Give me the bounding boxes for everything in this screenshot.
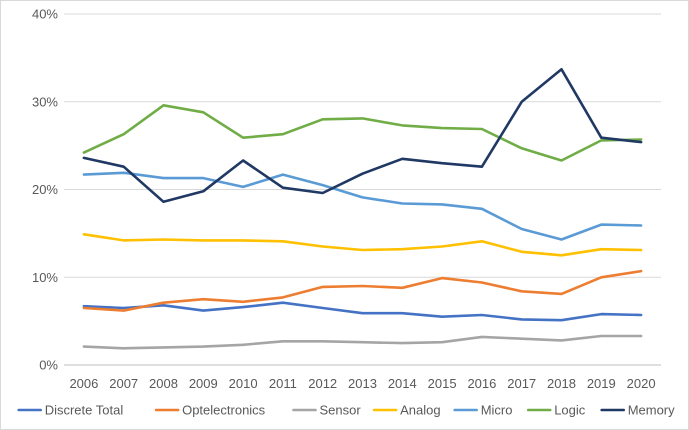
x-axis-ticks: 2006 2007 2008 2009 2010 2011 2012 2013 2014 2015… (69, 376, 655, 391)
x-tick-label: 2009 (189, 376, 218, 391)
x-tick-label: 2018 (547, 376, 576, 391)
legend-label: Sensor (320, 403, 362, 418)
legend-label: Logic (554, 403, 586, 418)
legend-item-discrete-total: Discrete Total (17, 403, 124, 418)
y-tick-label: 40% (32, 7, 58, 22)
legend: Discrete Total Optelectronics Sensor Analog… (17, 403, 675, 418)
series-line-micro (82, 171, 643, 241)
legend-label: Analog (400, 403, 440, 418)
x-tick-label: 2017 (507, 376, 536, 391)
legend-label: Optelectronics (182, 403, 266, 418)
x-tick-label: 2010 (229, 376, 258, 391)
x-tick-label: 2015 (428, 376, 457, 391)
legend-item-memory: Memory (600, 403, 675, 418)
legend-item-logic: Logic (526, 403, 586, 418)
y-tick-label: 20% (32, 182, 58, 197)
series-line-logic (82, 104, 643, 162)
x-tick-label: 2007 (109, 376, 138, 391)
legend-item-micro: Micro (453, 403, 513, 418)
series-lines (82, 68, 643, 350)
legend-label: Micro (481, 403, 513, 418)
series-line-analog (82, 233, 643, 257)
legend-item-analog: Analog (372, 403, 441, 418)
y-axis-ticks: 0% 10% 20% 30% 40% (32, 7, 58, 373)
legend-item-optelectronics: Optelectronics (154, 403, 266, 418)
series-line-optelectronics (82, 269, 643, 312)
legend-label: Memory (628, 403, 675, 418)
x-tick-label: 2011 (269, 376, 297, 391)
x-tick-label: 2006 (69, 376, 98, 391)
series-line-sensor (82, 334, 643, 350)
y-tick-label: 30% (32, 94, 58, 109)
gridlines (64, 13, 661, 366)
series-line-discrete-total (82, 301, 643, 322)
x-tick-label: 2014 (388, 376, 417, 391)
legend-label: Discrete Total (45, 403, 124, 418)
y-tick-label: 0% (39, 358, 58, 373)
x-tick-label: 2016 (467, 376, 496, 391)
series-line-memory (82, 68, 643, 204)
legend-item-sensor: Sensor (292, 403, 362, 418)
x-tick-label: 2013 (348, 376, 377, 391)
x-tick-label: 2019 (587, 376, 616, 391)
x-tick-label: 2020 (627, 376, 656, 391)
x-tick-label: 2012 (308, 376, 337, 391)
x-tick-label: 2008 (149, 376, 178, 391)
y-tick-label: 10% (32, 270, 58, 285)
